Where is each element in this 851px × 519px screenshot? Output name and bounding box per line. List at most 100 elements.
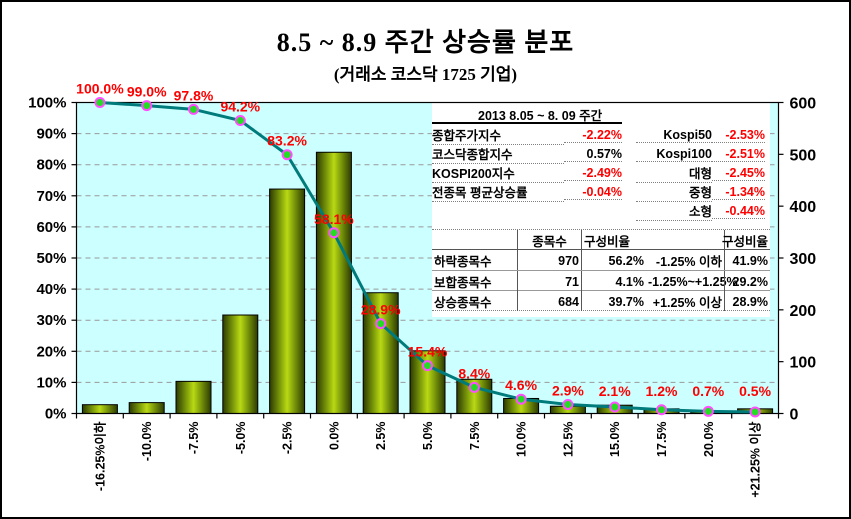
table-row: 소형 -0.44% [432,200,770,221]
x-axis-tick-label: 0.0% [327,422,341,451]
line-marker [375,318,387,330]
group-label: Kospi50 [636,127,712,143]
line-markers [94,97,761,418]
line-marker [702,405,714,417]
x-axis-tick-label: 15.0% [608,422,622,457]
left-axis-tick-label: 70% [36,188,66,205]
x-axis-tick-label: -5.0% [234,422,248,455]
left-axis-tick-label: 90% [36,126,66,143]
chart-subtitle: (거래소 코스닥 1725 기업) [333,65,518,84]
group-label: 중형 [636,181,712,202]
point-label: 1.2% [646,383,678,399]
point-label: 83.2% [267,133,307,149]
line-marker [234,115,246,127]
ratio-value: 39.7% [608,294,644,309]
x-axis-tick-label: 2.5% [374,422,388,451]
x-axis-tick-label: 7.5% [468,422,482,451]
ratio-value: 56.2% [608,253,644,268]
group-value: -0.44% [712,203,765,219]
table-backdrop [432,103,770,317]
line-marker [281,149,293,161]
table-row: 종합주가지수 -2.22% Kospi50 -2.53% [432,124,770,145]
index-label: 종합주가지수 [432,124,564,145]
x-axis-tick-label: 17.5% [655,422,669,457]
left-axis-tick-label: 20% [36,343,66,360]
point-label: 2.1% [599,383,631,399]
right-axis-tick-label: 400 [790,199,817,216]
right-axis-tick-label: 200 [790,303,817,320]
right-axis-tick-label: 300 [790,251,817,268]
range-label: -1.25%~+1.25% [648,274,738,289]
point-label: 2.9% [552,382,584,398]
table-row: 하락종목수 970 56.2% -1.25% 이하 41.9% [432,250,770,270]
line-marker [188,103,199,115]
index-value: 0.57% [564,146,622,162]
left-axis-tick-label: 100% [28,95,66,112]
right-axis-labels: 0 100 200 300 400 500 600 [790,96,817,424]
right-axis-tick-label: 500 [790,147,817,164]
breadth-label: 하락종목수 [432,250,518,270]
ratio2-value: 41.9% [724,250,770,270]
point-label: 97.8% [174,87,214,103]
point-label: 0.5% [739,383,771,399]
table-row: 보합종목수 71 4.1% -1.25%~+1.25% 29.2% [432,270,770,291]
range-label: -1.25% 이하 [655,255,722,269]
line-marker [656,404,667,416]
line-marker [749,406,761,418]
bar [222,314,259,414]
breadth-label: 보합종목수 [432,271,518,291]
line-marker [609,401,621,413]
stock-count: 970 [518,250,582,270]
line-marker [94,97,106,108]
ratio-value: 4.1% [615,274,645,289]
line-marker [141,100,153,112]
point-label: 28.9% [361,302,401,318]
stock-count: 71 [518,271,582,291]
group-label: Kospi100 [636,146,712,162]
bar [362,292,399,414]
point-label: 8.4% [458,365,490,381]
point-label: 58.1% [314,211,354,227]
chart-title: 8.5 ~ 8.9 주간 상승률 분포 [276,28,575,57]
index-value: -0.04% [564,184,622,200]
line-marker [422,360,433,372]
x-axis-tick-label: -2.5% [281,422,295,455]
market-table-header: 2013 8.05 ~ 8. 09 주간 [432,103,622,124]
breadth-header-row: 종목수 구성비율 구성비율 [432,230,770,250]
x-axis-tick-label: -16.25%이하 [92,421,107,491]
table-row: 코스닥종합지수 0.57% Kospi100 -2.51% [432,143,770,164]
x-axis-tick-label: 20.0% [702,422,716,457]
right-axis-tick-label: 0 [790,407,799,424]
bar [269,188,306,414]
bar [315,151,352,414]
bar [128,402,165,414]
table-row: 상승종목수 684 39.7% +1.25% 이상 28.9% [432,290,770,311]
table-row: KOSPI200지수 -2.49% 대형 -2.45% [432,162,770,183]
breadth-label: 상승종목수 [432,291,518,311]
table-row: 전종목 평균상승률 -0.04% 중형 -1.34% [432,181,770,202]
left-axis-tick-label: 30% [36,312,66,329]
ratio2-value: 29.2% [724,271,770,291]
index-value: -2.49% [564,165,622,181]
index-label: 전종목 평균상승률 [432,181,564,202]
group-value: -1.34% [712,184,765,200]
group-value: -2.45% [712,165,765,181]
axis-ticks [71,101,784,419]
line-marker [515,393,527,405]
bar-series [81,151,774,415]
index-label: KOSPI200지수 [432,162,564,183]
index-label: 코스닥종합지수 [432,143,564,164]
range-label: +1.25% 이상 [652,296,722,310]
x-axis-tick-label: -10.0% [140,422,154,462]
left-axis-labels: 0% 10% 20% 30% 40% 50% 60% 70% 80% 90% 100% [28,95,66,423]
line-marker [328,227,340,239]
bar [81,404,118,414]
point-label: 4.6% [505,377,537,393]
left-axis-tick-label: 50% [36,250,66,267]
point-label: 0.7% [692,383,724,399]
point-labels: 100.0% 99.0% 97.8% 94.2% 83.2% 58.1% 28.9% 15.4… [76,81,771,400]
left-axis-tick-label: 60% [36,219,66,236]
index-value [564,210,622,211]
x-axis-tick-label: +21.25% 이상 [748,421,763,498]
